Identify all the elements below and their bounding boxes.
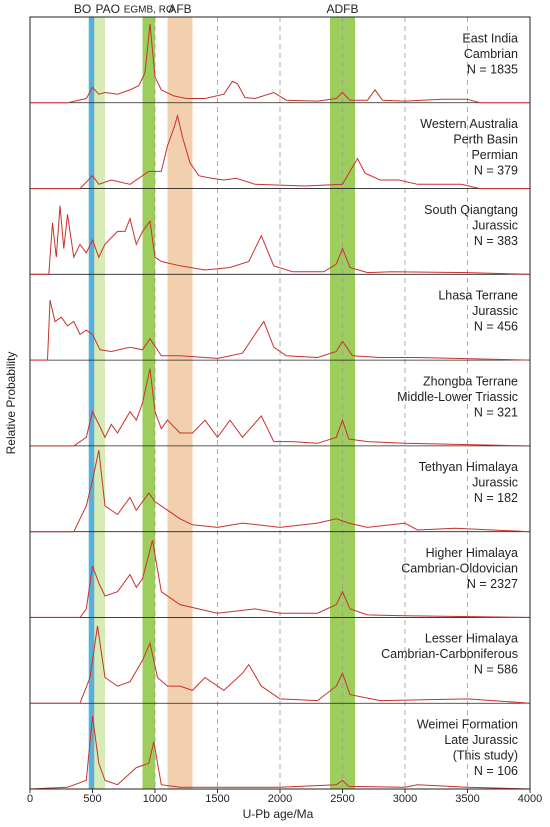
panel-label: N = 456 xyxy=(474,320,518,334)
age-band xyxy=(88,17,95,789)
age-band xyxy=(167,17,193,789)
panel-label: Jurassic xyxy=(472,304,518,318)
x-tick-label: 2000 xyxy=(268,793,292,805)
panel-label: Permian xyxy=(471,148,518,162)
x-axis-label: U-Pb age/Ma xyxy=(243,807,314,821)
probability-curve xyxy=(30,625,531,704)
plot-frame xyxy=(29,16,531,790)
panel-label: N = 586 xyxy=(474,663,518,677)
panel-label: Lhasa Terrane xyxy=(438,289,518,303)
panel-label: Zhongba Terrane xyxy=(423,374,518,388)
panel-label: N = 106 xyxy=(474,764,518,778)
x-tick-label: 3500 xyxy=(455,793,479,805)
band-label: AFB xyxy=(168,2,191,16)
panel-label: N = 321 xyxy=(474,405,518,419)
x-tick-label: 2500 xyxy=(330,793,354,805)
age-band xyxy=(94,17,105,789)
panel-label: Cambrian-Carboniferous xyxy=(381,647,518,661)
x-tick-label: 4000 xyxy=(518,793,542,805)
panel-label: Higher Himalaya xyxy=(426,546,518,560)
panel-label: N = 1835 xyxy=(467,62,518,76)
age-band xyxy=(142,17,155,789)
probability-curve xyxy=(30,113,530,190)
probability-curve xyxy=(30,23,530,104)
panel-label: Weimei Formation xyxy=(417,718,518,732)
panel-label: Tethyan Himalaya xyxy=(419,460,518,474)
probability-curve xyxy=(30,368,531,447)
x-tick-label: 500 xyxy=(83,793,101,805)
panel-label: East India xyxy=(462,31,518,45)
band-label: EGMB, RO xyxy=(124,5,174,16)
panel-label: (This study) xyxy=(453,749,518,763)
panel-label: South Qiangtang xyxy=(424,203,518,217)
panel-label: N = 379 xyxy=(474,164,518,178)
y-axis-label: Relative Probability xyxy=(4,352,18,455)
panel-label: Cambrian-Oldovician xyxy=(401,561,518,575)
panel-label: Perth Basin xyxy=(453,133,518,147)
panel-label: Late Jurassic xyxy=(444,733,518,747)
x-tick-label: 0 xyxy=(27,793,33,805)
band-label: ADFB xyxy=(326,2,358,16)
panel-label: Jurassic xyxy=(472,476,518,490)
probability-curve xyxy=(30,205,531,275)
panel-label: Middle-Lower Triassic xyxy=(397,390,518,404)
x-tick-label: 1000 xyxy=(143,793,167,805)
panel-label: Jurassic xyxy=(472,218,518,232)
x-tick-label: 1500 xyxy=(205,793,229,805)
panel-label: Lesser Himalaya xyxy=(425,632,518,646)
band-label: PAO xyxy=(95,2,119,16)
panel-label: Western Australia xyxy=(420,117,518,131)
probability-curve xyxy=(30,450,531,533)
panel-label: N = 2327 xyxy=(467,577,518,591)
probability-curve xyxy=(30,299,531,361)
panel-label: Cambrian xyxy=(464,47,518,61)
panel-label: N = 383 xyxy=(474,234,518,248)
x-tick-label: 3000 xyxy=(393,793,417,805)
probability-curve xyxy=(29,716,531,790)
panel-label: N = 182 xyxy=(474,491,518,505)
band-label: BO xyxy=(74,2,91,16)
probability-curve xyxy=(30,540,531,618)
